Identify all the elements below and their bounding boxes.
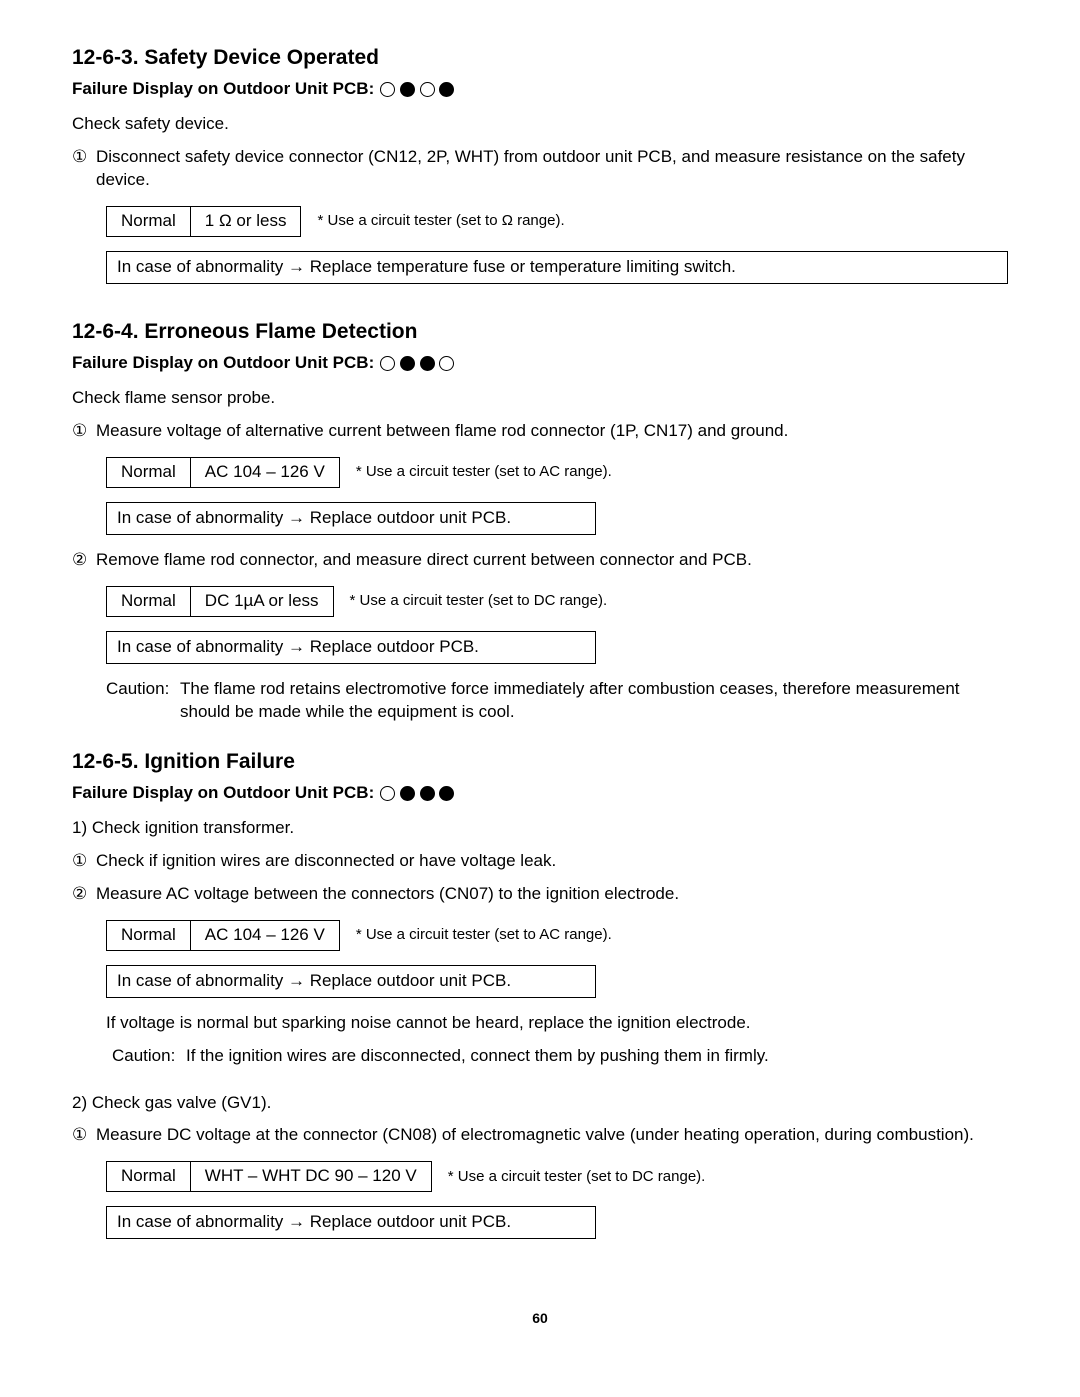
section-heading: 12-6-5. Ignition Failure (72, 748, 1008, 776)
check-line: 1) Check ignition transformer. (72, 817, 1008, 840)
value-cell: AC 104 – 126 V (190, 458, 339, 488)
caution-body: The flame rod retains electromotive forc… (180, 679, 960, 721)
led-off-icon (439, 356, 454, 371)
led-on-icon (420, 786, 435, 801)
led-off-icon (380, 356, 395, 371)
page-number: 60 (72, 1309, 1008, 1328)
step-text: Measure AC voltage between the connector… (96, 884, 679, 903)
led-on-icon (439, 82, 454, 97)
caution-body: If the ignition wires are disconnected, … (186, 1046, 769, 1065)
value-cell: 1 Ω or less (190, 207, 301, 237)
measurement-block: Normal AC 104 – 126 V * Use a circuit te… (106, 920, 1008, 998)
failure-display: Failure Display on Outdoor Unit PCB: (72, 78, 1008, 101)
caution-text: Caution:If the ignition wires are discon… (112, 1045, 1008, 1068)
led-on-icon (400, 82, 415, 97)
led-on-icon (400, 786, 415, 801)
normal-cell: Normal (107, 920, 191, 950)
measurement-block: Normal WHT – WHT DC 90 – 120 V * Use a c… (106, 1161, 1008, 1239)
normal-table: Normal DC 1µA or less (106, 586, 334, 617)
step-item: ①Disconnect safety device connector (CN1… (72, 146, 1008, 192)
normal-cell: Normal (107, 458, 191, 488)
step-text: Measure voltage of alternative current b… (96, 421, 788, 440)
tester-note: * Use a circuit tester (set to DC range)… (350, 591, 608, 611)
value-cell: AC 104 – 126 V (190, 920, 339, 950)
step-item: ①Measure DC voltage at the connector (CN… (72, 1124, 1008, 1147)
normal-cell: Normal (107, 1162, 191, 1192)
failure-label: Failure Display on Outdoor Unit PCB: (72, 782, 374, 805)
abnormality-box: In case of abnormality → Replace outdoor… (106, 965, 596, 998)
step-item: ②Remove flame rod connector, and measure… (72, 549, 1008, 572)
normal-table: Normal AC 104 – 126 V (106, 457, 340, 488)
step-text: Measure DC voltage at the connector (CN0… (96, 1125, 974, 1144)
check-line: 2) Check gas valve (GV1). (72, 1092, 1008, 1115)
normal-cell: Normal (107, 586, 191, 616)
tester-note: * Use a circuit tester (set to AC range)… (356, 462, 612, 482)
section-heading: 12-6-4. Erroneous Flame Detection (72, 318, 1008, 346)
abnormality-box: In case of abnormality → Replace tempera… (106, 251, 1008, 284)
failure-display: Failure Display on Outdoor Unit PCB: (72, 782, 1008, 805)
value-cell: DC 1µA or less (190, 586, 333, 616)
tester-note: * Use a circuit tester (set to AC range)… (356, 925, 612, 945)
abnormality-box: In case of abnormality → Replace outdoor… (106, 1206, 596, 1239)
measurement-block: Normal AC 104 – 126 V * Use a circuit te… (106, 457, 1008, 535)
normal-table: Normal 1 Ω or less (106, 206, 301, 237)
led-on-icon (400, 356, 415, 371)
abnormality-box: In case of abnormality → Replace outdoor… (106, 502, 596, 535)
step-text: Check if ignition wires are disconnected… (96, 851, 556, 870)
step-item: ①Measure voltage of alternative current … (72, 420, 1008, 443)
caution-text: Caution:The flame rod retains electromot… (106, 678, 1008, 724)
led-off-icon (420, 82, 435, 97)
normal-table: Normal AC 104 – 126 V (106, 920, 340, 951)
intro-text: Check flame sensor probe. (72, 387, 1008, 410)
normal-cell: Normal (107, 207, 191, 237)
failure-label: Failure Display on Outdoor Unit PCB: (72, 78, 374, 101)
intro-text: Check safety device. (72, 113, 1008, 136)
tester-note: * Use a circuit tester (set to Ω range). (317, 211, 564, 231)
failure-display: Failure Display on Outdoor Unit PCB: (72, 352, 1008, 375)
step-text: Disconnect safety device connector (CN12… (96, 147, 965, 189)
led-indicators (380, 78, 454, 101)
led-on-icon (420, 356, 435, 371)
tester-note: * Use a circuit tester (set to DC range)… (448, 1167, 706, 1187)
led-off-icon (380, 786, 395, 801)
measurement-block: Normal DC 1µA or less * Use a circuit te… (106, 586, 1008, 664)
step-item: ②Measure AC voltage between the connecto… (72, 883, 1008, 906)
normal-table: Normal WHT – WHT DC 90 – 120 V (106, 1161, 432, 1192)
value-cell: WHT – WHT DC 90 – 120 V (190, 1162, 431, 1192)
step-item: ①Check if ignition wires are disconnecte… (72, 850, 1008, 873)
measurement-block: Normal 1 Ω or less * Use a circuit teste… (106, 206, 1008, 284)
led-indicators (380, 782, 454, 805)
section-heading: 12-6-3. Safety Device Operated (72, 44, 1008, 72)
abnormality-box: In case of abnormality → Replace outdoor… (106, 631, 596, 664)
led-on-icon (439, 786, 454, 801)
led-off-icon (380, 82, 395, 97)
step-text: Remove flame rod connector, and measure … (96, 550, 752, 569)
led-indicators (380, 352, 454, 375)
failure-label: Failure Display on Outdoor Unit PCB: (72, 352, 374, 375)
note-text: If voltage is normal but sparking noise … (106, 1012, 1008, 1035)
